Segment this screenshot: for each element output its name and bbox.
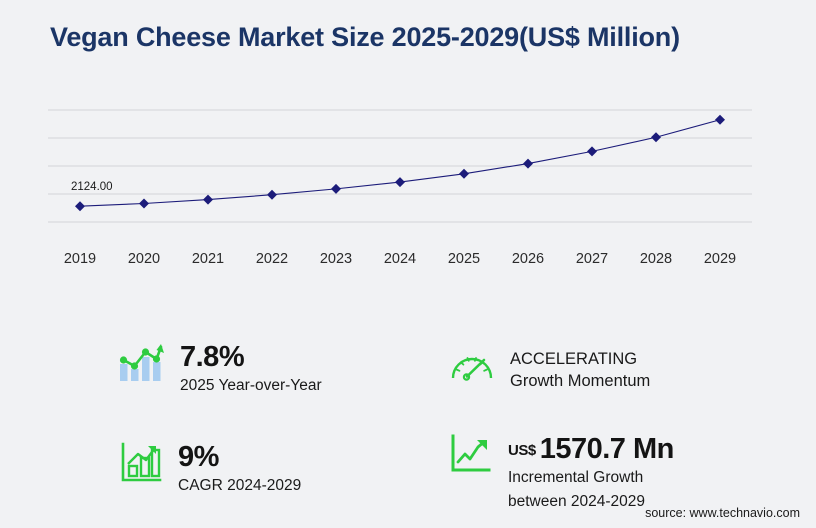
stat-card-yoy: 7.8% 2025 Year-over-Year: [118, 342, 322, 396]
x-axis-tick-2025: 2025: [447, 251, 481, 267]
x-axis-tick-2027: 2027: [575, 251, 609, 267]
x-axis-tick-2029: 2029: [703, 251, 737, 267]
bar-line-growth-icon: [118, 342, 164, 389]
chart-gridlines: [48, 109, 752, 223]
x-axis-tick-2021: 2021: [191, 251, 225, 267]
stat-momentum-line2: Growth Momentum: [510, 372, 651, 391]
x-axis-tick-2024: 2024: [383, 251, 417, 267]
chart-data-label: 2124.00: [71, 181, 113, 194]
chart-marker: [139, 198, 149, 209]
line-chart-arrow-icon: [450, 434, 492, 481]
stat-caption-yoy: 2025 Year-over-Year: [180, 377, 322, 395]
chart-series-line: [79, 119, 721, 207]
chart-canvas: [48, 109, 752, 223]
x-axis-tick-2028: 2028: [639, 251, 673, 267]
stat-caption-cagr: CAGR 2024-2029: [178, 477, 302, 495]
chart-marker: [331, 183, 341, 194]
source-label: source: www.technavio.com: [645, 506, 800, 520]
stats-panel: 7.8% 2025 Year-over-Year ACCELERA: [0, 326, 816, 510]
x-axis-tick-2026: 2026: [511, 251, 545, 267]
page-title: Vegan Cheese Market Size 2025-2029(US$ M…: [50, 22, 680, 52]
x-axis-tick-2023: 2023: [319, 251, 353, 267]
stat-value-incremental: US$ 1570.7 Mn: [508, 434, 674, 464]
stat-caption-incremental-2: between 2024-2029: [508, 493, 646, 511]
line-chart: 2124.00 2019 2020 2021 2022 2023 2024 2025 2026…: [0, 90, 816, 280]
chart-marker: [715, 114, 725, 125]
stat-card-incremental: US$ 1570.7 Mn Incremental Growth between …: [450, 434, 674, 512]
chart-marker: [395, 177, 405, 188]
stat-card-cagr: 9% CAGR 2024-2029: [120, 442, 301, 496]
chart-marker: [459, 168, 469, 179]
speedometer-icon: [450, 348, 494, 387]
stat-unit-incremental: US$: [508, 442, 536, 459]
stat-momentum-line1: ACCELERATING: [510, 350, 638, 368]
stat-amount-incremental: 1570.7 Mn: [539, 433, 675, 465]
chart-marker: [523, 158, 533, 169]
chart-marker: [587, 146, 597, 157]
stat-caption-incremental-1: Incremental Growth: [508, 469, 644, 487]
chart-marker: [267, 189, 277, 200]
chart-marker: [75, 201, 85, 212]
bar-chart-arrow-icon: [120, 442, 162, 489]
x-axis-tick-2020: 2020: [127, 251, 161, 267]
stat-card-momentum: ACCELERATING Growth Momentum: [450, 348, 650, 393]
chart-markers: [75, 114, 725, 212]
chart-marker: [203, 194, 213, 205]
stat-value-cagr: 9%: [178, 441, 219, 473]
x-axis-tick-2022: 2022: [255, 251, 289, 267]
stat-value-yoy: 7.8%: [180, 341, 245, 373]
chart-marker: [651, 132, 661, 143]
chart-x-axis-labels: 2019 2020 2021 2022 2023 2024 2025 2026 2027 2028…: [48, 251, 752, 271]
x-axis-tick-2019: 2019: [63, 251, 97, 267]
